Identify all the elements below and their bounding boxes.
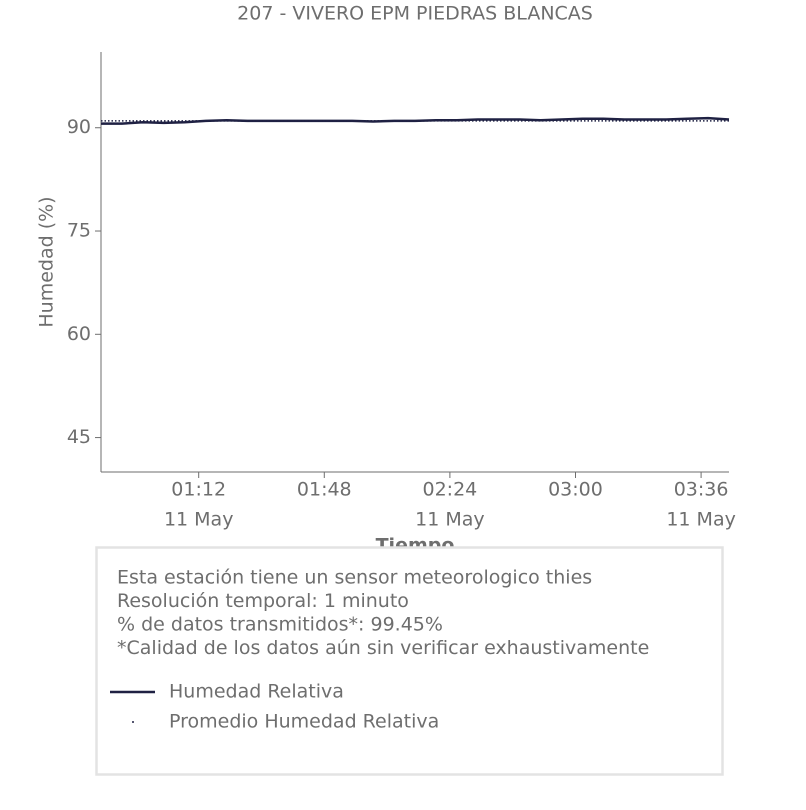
info-line: Resolución temporal: 1 minuto [117, 590, 409, 612]
series-line [101, 116, 730, 125]
legend-label: Promedio Humedad Relativa [169, 711, 439, 733]
y-tick-label: 60 [67, 323, 91, 345]
legend-label: Humedad Relativa [169, 681, 344, 703]
x-tick-label: 01:48 [297, 479, 352, 501]
x-tick-date: 11 May [666, 509, 736, 531]
y-tick-label: 75 [67, 220, 91, 242]
info-box [95, 546, 724, 776]
info-line: % de datos transmitidos*: 99.45% [117, 614, 443, 636]
x-tick-date: 11 May [415, 509, 485, 531]
x-tick-label: 03:00 [548, 479, 603, 501]
y-tick-label: 90 [67, 116, 91, 138]
y-tick-label: 45 [67, 426, 91, 448]
x-tick-date: 11 May [164, 509, 234, 531]
x-tick-label: 02:24 [423, 479, 478, 501]
x-tick-label: 01:12 [171, 479, 226, 501]
x-tick-label: 03:36 [674, 479, 729, 501]
legend-marker [132, 721, 134, 723]
chart-title: 207 - VIVERO EPM PIEDRAS BLANCAS [237, 3, 593, 25]
info-line: Esta estación tiene un sensor meteorolog… [117, 567, 592, 589]
y-axis-label: Humedad (%) [36, 196, 58, 327]
info-line: *Calidad de los datos aún sin verificar … [117, 637, 649, 659]
